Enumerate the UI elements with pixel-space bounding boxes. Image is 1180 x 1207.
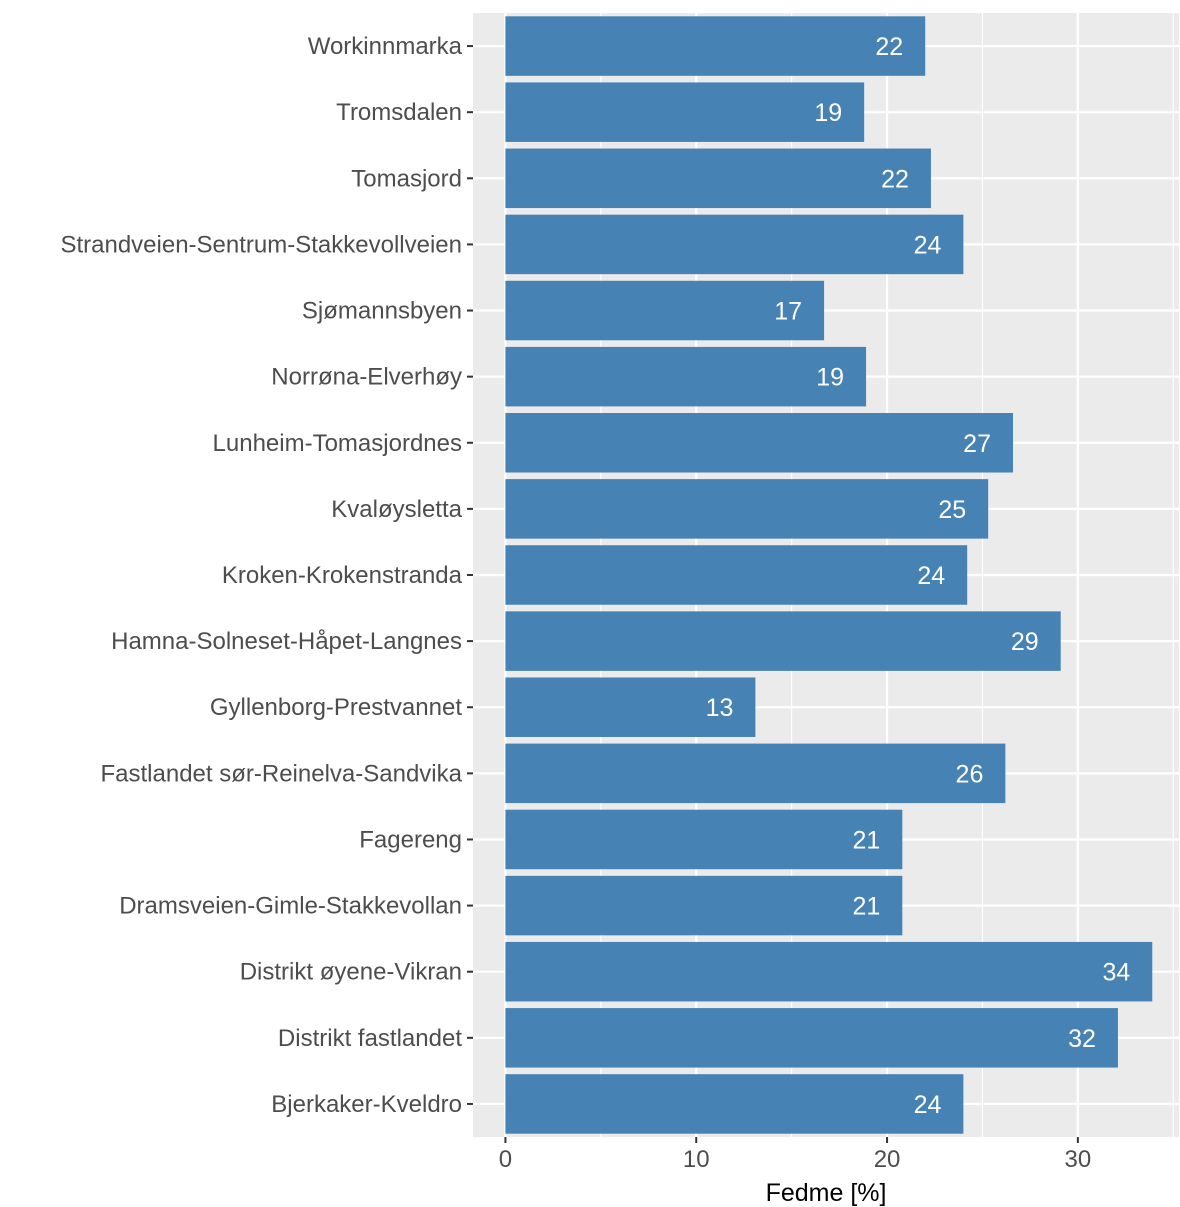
category-label: Kroken-Krokenstranda <box>222 562 463 589</box>
category-label: Kvaløysletta <box>331 496 462 523</box>
bar <box>505 16 926 76</box>
bar-value-label: 25 <box>938 496 966 524</box>
bar <box>505 1074 964 1134</box>
x-tick-label: 30 <box>1065 1146 1092 1173</box>
category-label: Lunheim-Tomasjordnes <box>213 430 462 457</box>
bar-value-label: 21 <box>853 826 881 854</box>
x-tick-label: 0 <box>499 1146 512 1173</box>
category-label: Sjømannsbyen <box>302 298 462 325</box>
x-axis-title: Fedme [%] <box>766 1179 887 1207</box>
category-label: Tomasjord <box>351 165 462 192</box>
bar-value-label: 22 <box>881 165 909 193</box>
bar <box>505 413 1013 473</box>
bar-value-label: 21 <box>853 893 881 921</box>
bar <box>505 611 1061 671</box>
bar <box>505 479 989 539</box>
category-label: Workinnmarka <box>308 33 463 60</box>
bar-value-label: 24 <box>914 1091 942 1119</box>
category-label: Distrikt øyene-Vikran <box>240 959 462 986</box>
category-label: Dramsveien-Gimle-Stakkevollan <box>119 893 462 920</box>
bar <box>505 214 964 275</box>
bar <box>505 941 1153 1002</box>
category-label: Bjerkaker-Kveldro <box>271 1091 462 1118</box>
bar-value-label: 27 <box>963 430 991 458</box>
bar <box>505 875 903 936</box>
bar <box>505 809 903 870</box>
x-tick-label: 10 <box>683 1146 710 1173</box>
bar-value-label: 13 <box>706 694 734 722</box>
bar <box>505 280 825 341</box>
bar-value-label: 34 <box>1102 959 1130 987</box>
category-label: Fagereng <box>359 826 462 853</box>
x-tick-label: 20 <box>874 1146 901 1173</box>
bar-value-label: 29 <box>1011 628 1039 656</box>
category-label: Distrikt fastlandet <box>278 1025 462 1052</box>
bar-value-label: 22 <box>875 33 903 61</box>
bar <box>505 545 968 605</box>
bar <box>505 677 756 737</box>
category-label: Gyllenborg-Prestvannet <box>210 694 462 721</box>
bar-value-label: 24 <box>914 231 942 259</box>
bar <box>505 148 931 209</box>
category-label: Hamna-Solneset-Håpet-Langnes <box>111 628 462 655</box>
category-label: Fastlandet sør-Reinelva-Sandvika <box>101 760 463 787</box>
bar-value-label: 19 <box>816 364 844 392</box>
bar-value-label: 32 <box>1068 1025 1096 1053</box>
category-label: Tromsdalen <box>336 99 462 126</box>
bar-value-label: 26 <box>956 760 984 788</box>
bar-value-label: 19 <box>814 99 842 127</box>
category-label: Norrøna-Elverhøy <box>271 364 462 391</box>
bar <box>505 346 867 407</box>
bar <box>505 743 1006 804</box>
bar-value-label: 17 <box>774 298 802 326</box>
category-label: Strandveien-Sentrum-Stakkevollveien <box>60 231 462 258</box>
bar <box>505 1008 1118 1068</box>
bar <box>505 82 865 142</box>
bar-value-label: 24 <box>917 562 945 590</box>
